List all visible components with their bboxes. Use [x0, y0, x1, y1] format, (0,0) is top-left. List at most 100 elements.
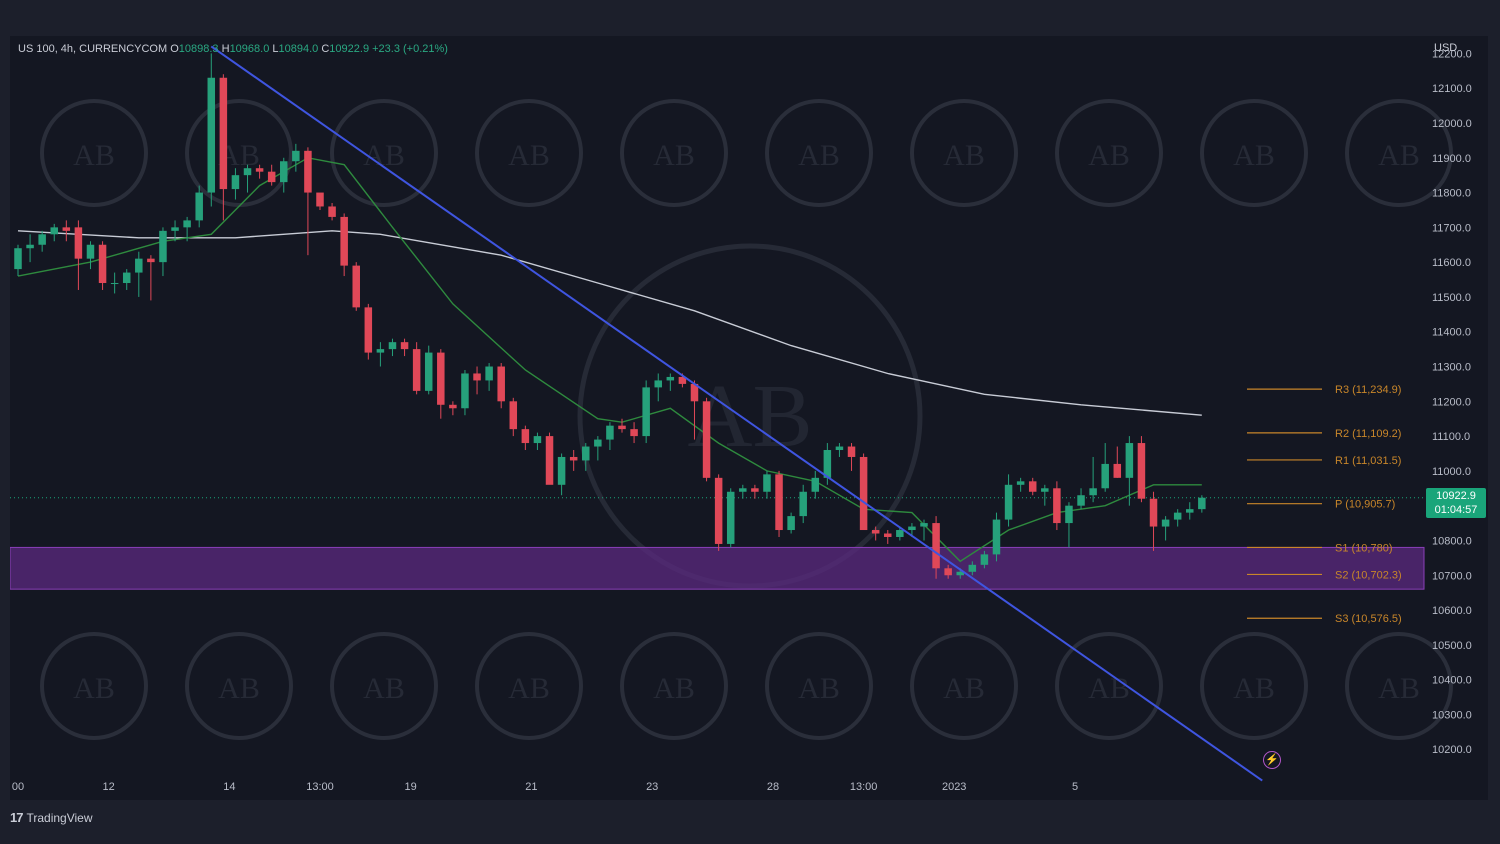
lightning-icon[interactable]: ⚡ [1263, 751, 1281, 769]
candle-body-up [388, 342, 397, 350]
candle-body-up [171, 227, 179, 231]
last-price-value: 10922.9 [1436, 490, 1476, 502]
watermark-text: AB [73, 672, 115, 705]
candle-body-down [316, 192, 324, 207]
support-zone [10, 546, 1425, 590]
candle-body-up [763, 474, 771, 492]
candle-body-up [1186, 509, 1194, 513]
watermark-text: AB [1378, 139, 1420, 172]
y-tick-label: 10300.0 [1432, 709, 1472, 721]
watermark-badge [475, 99, 583, 207]
y-tick-label: 11400.0 [1432, 327, 1471, 339]
watermark-badge [185, 99, 293, 207]
candle-body-down [328, 206, 336, 217]
candle-body-up [424, 352, 433, 391]
candle-body-up [739, 488, 747, 492]
candle-body-up [135, 258, 143, 273]
candle-body-down [74, 227, 83, 259]
y-tick-label: 11700.0 [1432, 222, 1471, 234]
candle-body-up [594, 439, 602, 447]
candle-body-down [702, 401, 711, 478]
x-tick-label: 12 [102, 781, 114, 793]
y-tick-label: 11800.0 [1432, 188, 1471, 200]
candle-body-up [582, 446, 590, 461]
candle-body-up [195, 192, 203, 221]
candle-body-up [533, 436, 542, 444]
candle-body-down [775, 474, 783, 531]
candle-body-down [255, 168, 264, 172]
watermark-text: AB [1233, 139, 1275, 172]
candle-body-down [1028, 481, 1037, 492]
x-tick-label: 13:00 [306, 781, 334, 793]
watermark-text: AB [798, 139, 840, 172]
candle-body-up [461, 373, 469, 409]
y-tick-label: 12100.0 [1432, 83, 1472, 95]
candle-body-up [992, 519, 1001, 555]
watermark-text: AB [798, 672, 840, 705]
watermark-badge [330, 99, 438, 207]
candle-body-up [231, 175, 240, 190]
candle-body-up [1004, 484, 1013, 520]
candle-body-up [1041, 488, 1049, 492]
watermark-badge [1345, 632, 1453, 740]
candle-body-down [751, 488, 759, 492]
close-label: C [321, 43, 330, 55]
candle-body-up [1089, 488, 1097, 496]
candle-body-up [207, 77, 216, 193]
candle-body-down [352, 265, 360, 308]
watermark-badge [1345, 99, 1453, 207]
candle-body-up [654, 380, 662, 388]
downtrend-line [210, 45, 1263, 782]
candle-body-up [908, 526, 916, 531]
candle-body-down [62, 227, 71, 231]
high-value: 10968.0 [229, 43, 270, 55]
candle-body-up [606, 425, 614, 440]
candle-body-down [412, 349, 421, 391]
candle-body-down [473, 373, 481, 381]
tradingview-logo[interactable]: 17 TradingView [10, 810, 93, 825]
candle-body-up [50, 227, 58, 235]
candle-body-down [267, 171, 276, 183]
candle-body-down [509, 401, 518, 430]
candle-body-down [400, 342, 409, 350]
candle-body-up [956, 571, 964, 576]
candle-body-up [980, 554, 989, 565]
high-label: H [221, 43, 230, 55]
candle-body-up [1161, 519, 1170, 527]
watermark-badge [910, 99, 1018, 207]
pivot-level-label: S3 (10,576.5) [1335, 613, 1402, 625]
pivot-level-label: S1 (10,780) [1335, 542, 1392, 554]
y-tick-label: 11500.0 [1432, 292, 1471, 304]
candle-body-up [1198, 497, 1206, 510]
close-value: 10922.9 [329, 43, 370, 55]
watermark-badge [1055, 99, 1163, 207]
watermark-badge [765, 632, 873, 740]
candle-body-up [14, 248, 22, 270]
candle-body-up [159, 230, 167, 263]
candle-body-down [1149, 498, 1158, 527]
candle-body-down [859, 456, 868, 531]
watermark-badge [40, 632, 148, 740]
watermark-text: AB [218, 672, 260, 705]
candle-body-down [1113, 463, 1122, 478]
candle-body-down [871, 530, 880, 534]
candle-body-down [847, 446, 856, 457]
candle-body-up [799, 491, 807, 517]
open-value: 10898.3 [178, 43, 219, 55]
symbol-legend[interactable]: US 100, 4h, CURRENCYCOM O10898.3 H10968.… [18, 43, 448, 55]
candle-body-up [1173, 512, 1182, 520]
y-tick-label: 11100.0 [1432, 431, 1470, 443]
candle-body-up [280, 161, 288, 183]
y-tick-label: 10500.0 [1432, 640, 1472, 652]
y-tick-label: 12000.0 [1432, 118, 1472, 130]
y-tick-label: 10700.0 [1432, 570, 1472, 582]
y-tick-label: 11600.0 [1432, 257, 1471, 269]
candle-body-up [243, 168, 252, 176]
watermark-badge [40, 99, 148, 207]
candle-body-down [1137, 443, 1146, 499]
x-tick-label: 13:00 [850, 781, 878, 793]
x-tick-label: 00 [12, 781, 24, 793]
pivot-level-label: S2 (10,702.3) [1335, 569, 1402, 581]
change-value: +23.3 (+0.21%) [372, 43, 448, 55]
